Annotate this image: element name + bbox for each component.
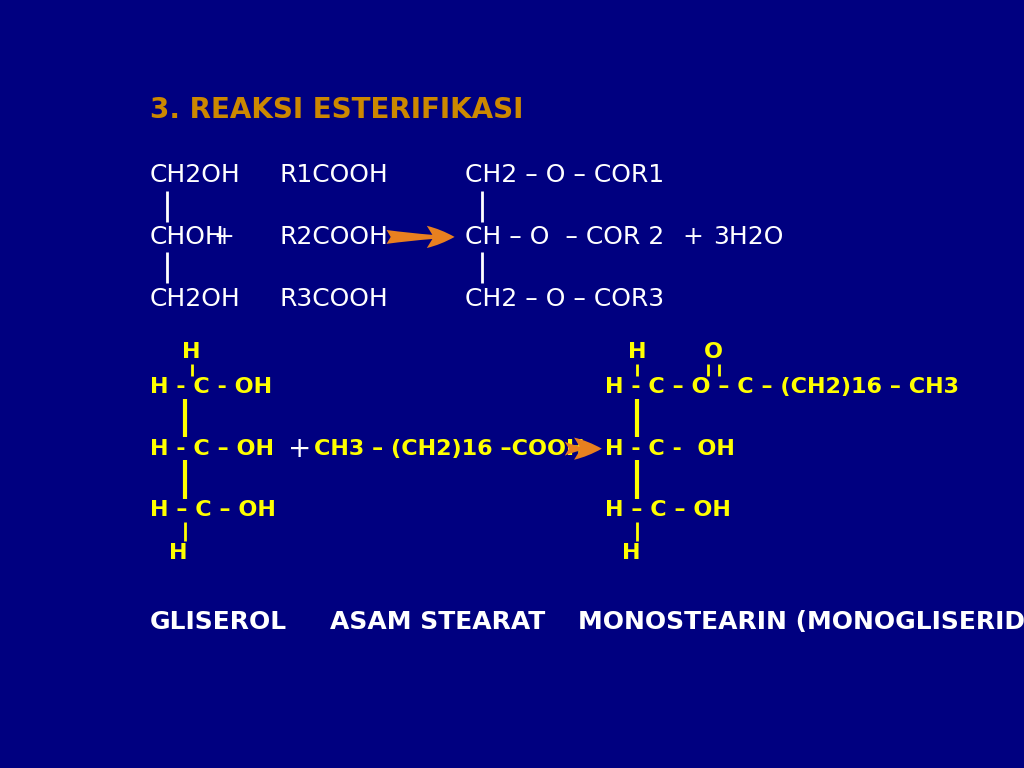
Text: 3. REAKSI ESTERIFIKASI: 3. REAKSI ESTERIFIKASI: [150, 96, 523, 124]
Text: CH2OH: CH2OH: [150, 164, 241, 187]
Text: O: O: [703, 343, 723, 362]
Text: H - C – OH: H - C – OH: [150, 439, 273, 458]
Text: CH2 – O – COR3: CH2 – O – COR3: [465, 286, 665, 310]
Text: H - C -  OH: H - C - OH: [604, 439, 734, 458]
Text: +: +: [682, 225, 703, 249]
Text: H - C - OH: H - C - OH: [150, 377, 271, 397]
Text: H: H: [169, 543, 187, 563]
Text: H – C – OH: H – C – OH: [150, 500, 275, 520]
Text: CHOH: CHOH: [150, 225, 224, 249]
Text: H – C – OH: H – C – OH: [604, 500, 730, 520]
Text: H: H: [623, 543, 641, 563]
Text: CH2OH: CH2OH: [150, 286, 241, 310]
Text: CH2 – O – COR1: CH2 – O – COR1: [465, 164, 665, 187]
Text: CH3 – (CH2)16 –COOH: CH3 – (CH2)16 –COOH: [314, 439, 585, 458]
Text: R1COOH: R1COOH: [280, 164, 388, 187]
Text: H: H: [182, 343, 201, 362]
Text: R2COOH: R2COOH: [280, 225, 388, 249]
Text: 3H2O: 3H2O: [713, 225, 783, 249]
Text: R3COOH: R3COOH: [280, 286, 388, 310]
Text: MONOSTEARIN (MONOGLISERIDA): MONOSTEARIN (MONOGLISERIDA): [578, 610, 1024, 634]
Text: ASAM STEARAT: ASAM STEARAT: [330, 610, 545, 634]
Text: H - C – O – C – (CH2)16 – CH3: H - C – O – C – (CH2)16 – CH3: [604, 377, 958, 397]
Text: CH – O  – COR 2: CH – O – COR 2: [465, 225, 665, 249]
Text: +: +: [213, 225, 234, 249]
Text: +: +: [289, 435, 311, 462]
Text: GLISEROL: GLISEROL: [150, 610, 287, 634]
Text: H: H: [628, 343, 646, 362]
